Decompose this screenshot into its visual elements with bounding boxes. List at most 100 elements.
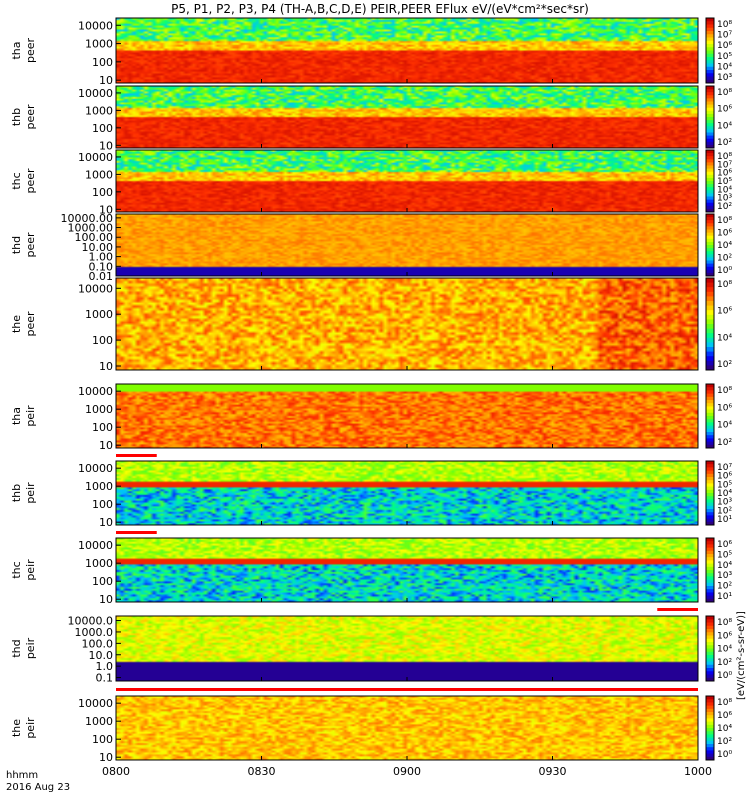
colorbar-segment xyxy=(706,477,714,481)
colorbar-segment xyxy=(706,648,714,653)
colorbar-tick-label: 10² xyxy=(717,438,732,448)
colorbar-segment xyxy=(706,44,714,48)
colorbar-tick-label: 10⁵ xyxy=(717,550,732,560)
y-tick-label: 10 xyxy=(99,203,113,216)
colorbar-tick-label: 10⁴ xyxy=(717,121,732,131)
colorbar-segment xyxy=(706,113,714,118)
colorbar-segment xyxy=(706,150,714,154)
colorbar-segment xyxy=(706,642,714,646)
colorbar-tick-label: 10⁵ xyxy=(717,177,732,187)
colorbar-segment xyxy=(706,319,714,325)
colorbar-tick-label: 10⁷ xyxy=(717,463,732,473)
panel-tha-peir: 10000 1000 100 10 tha peir 10⁸ 10⁶ 10⁴ 10² xyxy=(10,383,732,457)
colorbar-segment xyxy=(706,579,714,584)
y-tick-label: 100 xyxy=(92,498,113,511)
colorbar-segment xyxy=(706,416,714,420)
spectrogram-image xyxy=(116,278,698,370)
colorbar-segment xyxy=(706,668,714,672)
y-tick-label: 0.01 xyxy=(89,270,114,283)
colorbar-segment xyxy=(706,480,714,484)
spectrogram-image xyxy=(116,214,698,276)
colorbar-segment xyxy=(706,393,714,398)
y-tick-label: 100 xyxy=(92,122,113,135)
colorbar-frame xyxy=(705,17,715,84)
colorbar-segment xyxy=(706,63,714,68)
y-tick-label: 10.00 xyxy=(82,241,114,254)
y-tick-label: 1000 xyxy=(85,480,113,493)
spectrogram-image xyxy=(116,538,698,602)
y-tick-label: 10000.00 xyxy=(61,212,114,225)
colorbar-segment xyxy=(706,658,714,662)
colorbar-segment xyxy=(706,619,714,623)
colorbar-tick-label: 10⁸ xyxy=(717,216,732,226)
panel-thb-peer: 10000 1000 100 10 thb peer 10⁸ 10⁶ 10⁴ 10² xyxy=(10,85,732,152)
y-label-probe: tha xyxy=(10,41,23,59)
colorbar-tick-label: 10⁴ xyxy=(717,62,732,72)
colorbar-segment xyxy=(706,505,714,510)
colorbar-segment xyxy=(706,272,714,277)
colorbar-segment xyxy=(706,47,714,51)
colorbar-segment xyxy=(706,92,714,96)
colorbar-segment xyxy=(706,557,714,561)
colorbar-segment xyxy=(706,76,714,81)
colorbar-segment xyxy=(706,214,714,218)
y-tick-label: 10000 xyxy=(78,539,113,552)
y-label-probe: thb xyxy=(10,108,23,126)
colorbar-tick-label: 10¹ xyxy=(717,515,732,525)
x-tick-label: 0930 xyxy=(539,765,567,778)
colorbar-segment xyxy=(706,589,714,593)
colorbar-segment xyxy=(706,731,714,735)
y-tick-label: 1000.00 xyxy=(68,222,114,235)
y-label-product: peir xyxy=(24,559,37,581)
colorbar-segment xyxy=(706,89,714,93)
colorbar-segment xyxy=(706,518,714,523)
y-label-probe: the xyxy=(10,719,23,737)
colorbar-tick-label: 10¹ xyxy=(717,592,732,602)
colorbar: 10⁸ 10⁶ 10⁴ 10² 10⁰ xyxy=(705,615,732,682)
colorbar-segment xyxy=(706,384,714,388)
colorbar-segment xyxy=(706,117,714,121)
colorbar-tick-label: 10⁸ xyxy=(717,280,732,290)
colorbar-segment xyxy=(706,251,714,255)
colorbar-tick-label: 10⁴ xyxy=(717,421,732,431)
colorbar-segment xyxy=(706,282,714,288)
colorbar-frame xyxy=(705,213,715,277)
colorbar-segment xyxy=(706,432,714,436)
colorbar-segment xyxy=(706,202,714,207)
colorbar-tick-label: 10² xyxy=(717,254,732,264)
colorbar-segment xyxy=(706,241,714,246)
y-label-product: peer xyxy=(24,168,37,194)
colorbar-segment xyxy=(706,165,714,170)
colorbar-tick-label: 10³ xyxy=(717,194,732,204)
colorbar-segment xyxy=(706,356,714,362)
colorbar-segment xyxy=(706,750,714,755)
colorbar-segment xyxy=(706,18,714,22)
colorbar-segment xyxy=(706,724,714,729)
colorbar-segment xyxy=(706,266,714,271)
y-label-product: peir xyxy=(24,405,37,427)
colorbar-segment xyxy=(706,37,714,42)
colorbar-segment xyxy=(706,622,714,627)
colorbar-segment xyxy=(706,245,714,249)
y-tick-label: 1.00 xyxy=(89,251,114,264)
y-label-probe: thd xyxy=(10,236,23,254)
colorbar-segment xyxy=(706,310,714,316)
spectrogram-image xyxy=(116,616,698,681)
colorbar-segment xyxy=(706,708,714,713)
y-tick-label: 100 xyxy=(92,56,113,69)
colorbar-segment xyxy=(706,21,714,25)
colorbar-segment xyxy=(706,632,714,636)
colorbar-segment xyxy=(706,181,714,185)
colorbar: 10⁸ 10⁶ 10⁴ 10² xyxy=(705,85,732,149)
quality-flag-bar xyxy=(657,608,698,611)
colorbar-segment xyxy=(706,50,714,55)
colorbar-segment xyxy=(706,444,714,449)
colorbar-tick-label: 10⁵ xyxy=(717,52,732,62)
colorbar-tick-label: 10⁴ xyxy=(717,561,732,571)
colorbar-segment xyxy=(706,544,714,549)
time-format-label: hhmm xyxy=(6,770,38,781)
colorbar-tick-label: 10⁷ xyxy=(717,160,732,170)
